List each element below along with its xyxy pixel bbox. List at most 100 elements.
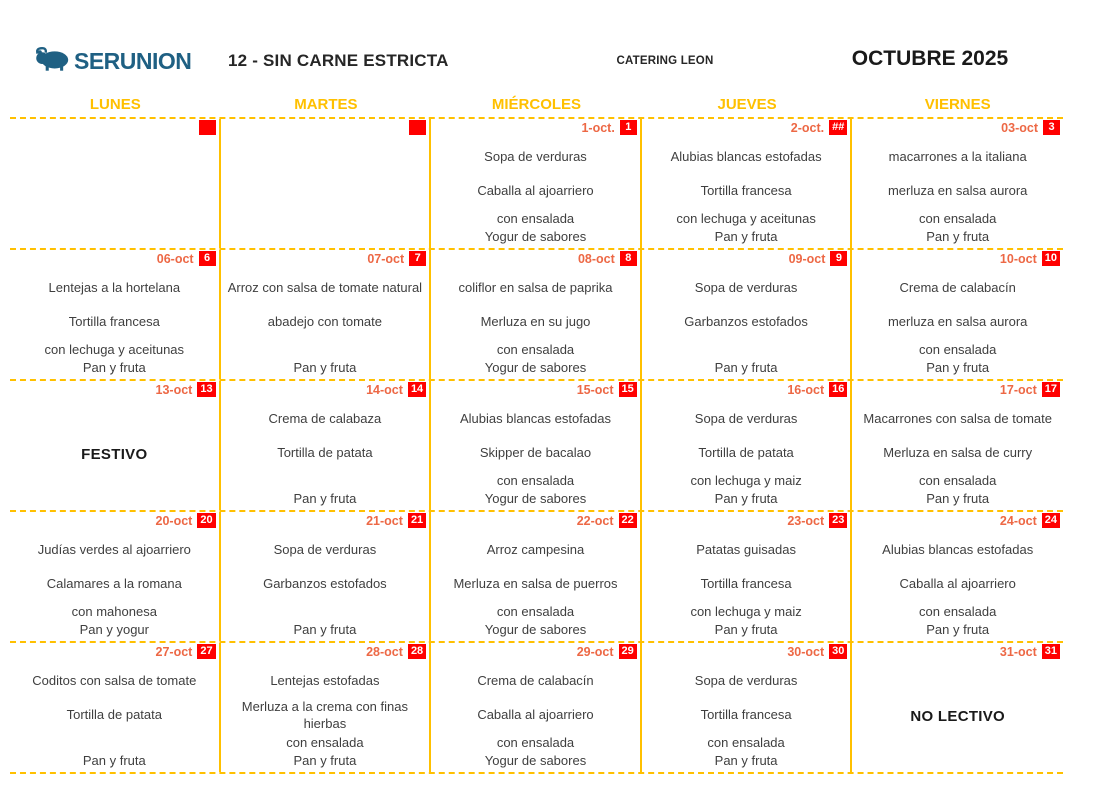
logo-wordmark: SERUNION: [74, 48, 192, 74]
cell-menu: coliflor en salsa de paprika Merluza en s…: [431, 270, 640, 379]
menu-item-side: [16, 208, 213, 227]
menu-item-first-course: Alubias blancas estofadas: [882, 541, 1034, 557]
date-badge: 9: [830, 251, 848, 266]
serunion-logo: SERUNION: [34, 46, 192, 77]
menu-item-side: con ensalada: [496, 472, 575, 488]
menu-item-second-course: Tortilla francesa: [700, 707, 792, 723]
cell-header: 24-oct 24: [852, 512, 1063, 532]
day-cell: 10-oct 10 Crema de calabacín merluza en s…: [852, 250, 1063, 379]
menu-item-first-course: Patatas guisadas: [696, 541, 796, 557]
menu-item-first-course: Arroz campesina: [486, 541, 585, 557]
date-badge: 31: [1041, 644, 1060, 659]
menu-item-second-course: Caballa al ajoarriero: [477, 183, 594, 199]
cell-menu: Judías verdes al ajoarriero Calamares a l…: [10, 532, 219, 641]
cell-header: [10, 119, 219, 139]
menu-item-second-course: merluza en salsa aurora: [887, 314, 1028, 330]
menu-item-side: [227, 339, 424, 358]
menu-item-second-course: [16, 175, 213, 208]
day-cell: [10, 119, 221, 248]
menu-item-dessert: Pan y fruta: [926, 490, 990, 506]
menu-item-side: con ensalada: [496, 210, 575, 226]
cell-date: 21-oct: [366, 514, 403, 528]
date-badge: 13: [197, 382, 216, 397]
cell-header: 22-oct 22: [431, 512, 640, 532]
cell-menu: Sopa de verduras Garbanzos estofados Pan y…: [221, 532, 430, 641]
cell-date: 10-oct: [999, 252, 1037, 266]
calendar-grid: 1-oct. 1 Sopa de verduras Caballa al ajoa…: [10, 117, 1063, 774]
cell-menu: Sopa de verduras Tortilla de patata con le…: [642, 401, 851, 510]
menu-item-first-course: Alubias blancas estofadas: [670, 148, 822, 164]
menu-item-side: con ensalada: [919, 341, 997, 357]
menu-item-side: [648, 339, 845, 358]
date-badge: [409, 120, 427, 135]
menu-item-dessert: [227, 227, 424, 245]
date-badge: 14: [407, 382, 427, 397]
date-badge: 10: [1041, 251, 1060, 266]
menu-item-side: con ensalada: [919, 603, 997, 619]
week-row-5: 27-oct 27 Coditos con salsa de tomate Tor…: [10, 641, 1063, 772]
day-cell: 06-oct 6 Lentejas a la hortelana Tortilla…: [10, 250, 221, 379]
week-row-2: 06-oct 6 Lentejas a la hortelana Tortilla…: [10, 248, 1063, 379]
menu-item-second-course: Caballa al ajoarriero: [477, 707, 594, 723]
date-badge: 30: [829, 644, 848, 659]
cell-menu: Alubias blancas estofadas Skipper de baca…: [431, 401, 640, 510]
day-cell: 17-oct 17 Macarrones con salsa de tomate…: [852, 381, 1063, 510]
menu-item-first-course: [16, 139, 213, 175]
week-row-4: 20-oct 20 Judías verdes al ajoarriero Cal…: [10, 510, 1063, 641]
date-badge: 21: [407, 513, 427, 528]
day-cell: 28-oct 28 Lentejas estofadas Merluza a la…: [221, 643, 432, 772]
menu-item-second-course: Garbanzos estofados: [684, 314, 808, 330]
holiday-label: NO LECTIVO: [910, 707, 1006, 725]
menu-item-first-course: coliflor en salsa de paprika: [458, 279, 613, 295]
menu-item-side: con ensalada: [707, 734, 785, 750]
menu-item-side: [227, 470, 424, 489]
cell-header: 08-oct 8: [431, 250, 640, 270]
cell-date: 31-oct: [999, 645, 1037, 659]
date-badge: 8: [619, 251, 637, 266]
day-cell: 20-oct 20 Judías verdes al ajoarriero Cal…: [10, 512, 221, 641]
menu-item-first-course: macarrones a la italiana: [888, 148, 1027, 164]
cell-header: 31-oct 31: [852, 643, 1063, 663]
day-cell: 03-oct 3 macarrones a la italiana merluza…: [852, 119, 1063, 248]
menu-item-first-course: Lentejas a la hortelana: [48, 279, 181, 295]
menu-item-first-course: Crema de calabaza: [268, 410, 382, 426]
menu-item-dessert: Pan y yogur: [79, 621, 149, 637]
menu-item-second-course: Tortilla francesa: [700, 576, 792, 592]
cell-date: 28-oct: [366, 645, 403, 659]
menu-item-dessert: Pan y fruta: [926, 621, 990, 637]
day-cell: 07-oct 7 Arroz con salsa de tomate natur…: [221, 250, 432, 379]
date-badge: 23: [829, 513, 848, 528]
cell-date: 03-oct: [1001, 121, 1038, 135]
day-cell: 08-oct 8 coliflor en salsa de paprika Mer…: [431, 250, 642, 379]
menu-item-dessert: Yogur de sabores: [484, 359, 587, 375]
cell-date: 29-oct: [576, 645, 614, 659]
menu-item-first-course: Sopa de verduras: [484, 148, 587, 164]
day-cell: 27-oct 27 Coditos con salsa de tomate Tor…: [10, 643, 221, 772]
day-cell: 1-oct. 1 Sopa de verduras Caballa al ajoa…: [431, 119, 642, 248]
cell-menu: Lentejas estofadas Merluza a la crema con…: [221, 663, 430, 772]
date-badge: [198, 120, 216, 135]
day-cell: 14-oct 14 Crema de calabaza Tortilla de p…: [221, 381, 432, 510]
cell-date: 08-oct: [577, 252, 615, 266]
menu-item-first-course: Sopa de verduras: [694, 672, 798, 688]
cell-date: 15-oct: [576, 383, 614, 397]
holiday-label: FESTIVO: [81, 445, 148, 463]
menu-item-side: con lechuga y aceitunas: [676, 210, 816, 226]
cell-header: 1-oct. 1: [431, 119, 640, 139]
menu-item-second-course: abadejo con tomate: [267, 314, 382, 330]
weekday-miercoles: MIÉRCOLES: [491, 96, 582, 113]
menu-item-dessert: Pan y fruta: [293, 752, 357, 768]
menu-item-dessert: Yogur de sabores: [484, 621, 587, 637]
menu-item-side: con ensalada: [496, 734, 575, 750]
cell-menu: [10, 139, 219, 248]
day-cell: 29-oct 29 Crema de calabacín Caballa al a…: [431, 643, 642, 772]
menu-item-side: con ensalada: [919, 472, 997, 488]
cell-header: [221, 119, 430, 139]
cell-header: 23-oct 23: [642, 512, 851, 532]
menu-item-side: con lechuga y maiz: [690, 603, 802, 619]
menu-item-first-course: Sopa de verduras: [273, 541, 377, 557]
menu-item-dessert: Pan y fruta: [293, 490, 357, 506]
menu-item-first-course: Macarrones con salsa de tomate: [863, 410, 1052, 426]
menu-item-first-course: Alubias blancas estofadas: [459, 410, 612, 426]
